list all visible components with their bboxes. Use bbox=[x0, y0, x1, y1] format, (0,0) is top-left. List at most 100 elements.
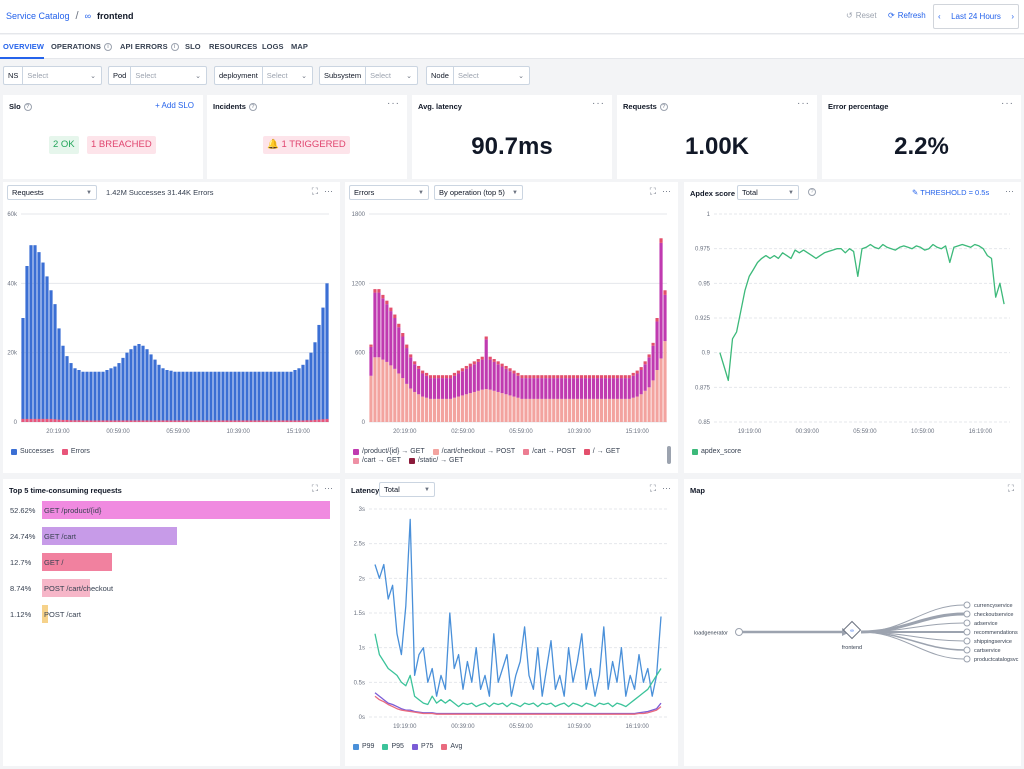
bar-segment[interactable] bbox=[405, 383, 409, 422]
bar-successes[interactable] bbox=[73, 368, 77, 422]
bar-successes[interactable] bbox=[97, 371, 101, 422]
chevron-down-icon[interactable]: ⌄ bbox=[518, 72, 524, 80]
bar-segment[interactable] bbox=[643, 361, 647, 365]
bar-segment[interactable] bbox=[607, 398, 611, 422]
bar-errors[interactable] bbox=[177, 420, 181, 422]
bar-segment[interactable] bbox=[409, 354, 413, 358]
bar-segment[interactable] bbox=[413, 361, 417, 365]
filter-subsystem[interactable]: Subsystem Select ⌄ bbox=[319, 66, 418, 85]
bar-successes[interactable] bbox=[289, 371, 293, 422]
bar-successes[interactable] bbox=[269, 371, 273, 422]
more-menu-icon[interactable]: ··· bbox=[662, 483, 671, 493]
bar-segment[interactable] bbox=[440, 375, 445, 379]
bar-segment[interactable] bbox=[452, 397, 457, 422]
bar-segment[interactable] bbox=[528, 398, 532, 422]
top5-bar[interactable]: GET /cart bbox=[42, 527, 178, 545]
bar-segment[interactable] bbox=[576, 378, 580, 399]
bar-segment[interactable] bbox=[456, 396, 460, 422]
chevron-down-icon[interactable]: ⌄ bbox=[301, 72, 307, 80]
bar-segment[interactable] bbox=[568, 378, 572, 399]
bar-segment[interactable] bbox=[385, 300, 389, 305]
bar-errors[interactable] bbox=[165, 420, 169, 422]
bar-errors[interactable] bbox=[277, 420, 281, 422]
top5-bar[interactable]: GET / bbox=[42, 553, 112, 571]
bar-segment[interactable] bbox=[512, 373, 516, 397]
bar-successes[interactable] bbox=[169, 370, 173, 422]
bar-segment[interactable] bbox=[460, 395, 464, 422]
bar-segment[interactable] bbox=[369, 375, 373, 422]
bar-segment[interactable] bbox=[591, 375, 596, 379]
bar-successes[interactable] bbox=[157, 364, 161, 422]
bar-successes[interactable] bbox=[293, 370, 297, 422]
bar-errors[interactable] bbox=[209, 420, 213, 422]
bar-segment[interactable] bbox=[560, 375, 564, 379]
bar-errors[interactable] bbox=[221, 420, 225, 422]
bar-segment[interactable] bbox=[556, 375, 560, 379]
bar-segment[interactable] bbox=[651, 380, 655, 422]
map-node-frontend[interactable] bbox=[842, 620, 862, 640]
next-range-icon[interactable]: › bbox=[1011, 12, 1014, 21]
bar-segment[interactable] bbox=[639, 367, 643, 370]
bar-segment[interactable] bbox=[452, 375, 457, 398]
filter-placeholder[interactable]: Select bbox=[27, 71, 49, 80]
time-range-label[interactable]: Last 24 Hours bbox=[951, 12, 1001, 21]
bar-successes[interactable] bbox=[37, 252, 41, 422]
bar-segment[interactable] bbox=[583, 375, 588, 379]
series-line-p99[interactable] bbox=[374, 518, 662, 697]
bar-segment[interactable] bbox=[591, 398, 596, 422]
bar-errors[interactable] bbox=[173, 420, 177, 422]
bar-successes[interactable] bbox=[109, 368, 113, 422]
bar-segment[interactable] bbox=[540, 375, 544, 379]
chevron-down-icon[interactable]: ⌄ bbox=[406, 72, 412, 80]
bar-segment[interactable] bbox=[436, 398, 441, 422]
bar-successes[interactable] bbox=[113, 366, 117, 422]
bar-errors[interactable] bbox=[197, 420, 201, 422]
bar-successes[interactable] bbox=[253, 371, 257, 422]
bar-segment[interactable] bbox=[627, 375, 631, 379]
bar-errors[interactable] bbox=[233, 420, 237, 422]
bar-segment[interactable] bbox=[508, 368, 512, 372]
bar-successes[interactable] bbox=[261, 371, 265, 422]
bar-segment[interactable] bbox=[564, 398, 568, 422]
bar-segment[interactable] bbox=[579, 375, 584, 379]
bar-segment[interactable] bbox=[524, 375, 528, 379]
bar-errors[interactable] bbox=[285, 420, 289, 422]
bar-segment[interactable] bbox=[520, 378, 524, 399]
bar-segment[interactable] bbox=[429, 375, 433, 379]
bar-errors[interactable] bbox=[137, 420, 141, 422]
bar-successes[interactable] bbox=[233, 371, 237, 422]
bar-successes[interactable] bbox=[197, 371, 201, 422]
bar-segment[interactable] bbox=[544, 375, 548, 379]
bar-successes[interactable] bbox=[137, 344, 141, 422]
expand-icon[interactable]: ⛶ bbox=[311, 186, 318, 196]
bar-segment[interactable] bbox=[639, 394, 643, 422]
bar-errors[interactable] bbox=[201, 420, 205, 422]
bar-errors[interactable] bbox=[213, 420, 217, 422]
bar-segment[interactable] bbox=[377, 357, 381, 422]
bar-errors[interactable] bbox=[61, 419, 65, 422]
bar-successes[interactable] bbox=[161, 368, 165, 422]
bar-segment[interactable] bbox=[532, 375, 536, 379]
map-node[interactable] bbox=[963, 637, 971, 645]
bar-segment[interactable] bbox=[524, 398, 528, 422]
top5-row[interactable]: 1.12% POST /cart bbox=[10, 605, 81, 623]
bar-errors[interactable] bbox=[269, 420, 273, 422]
bar-segment[interactable] bbox=[552, 398, 556, 422]
bar-segment[interactable] bbox=[381, 359, 385, 422]
apdex-select[interactable]: Total ▼ bbox=[737, 185, 799, 200]
bar-successes[interactable] bbox=[105, 370, 109, 422]
bar-segment[interactable] bbox=[568, 375, 572, 379]
bar-successes[interactable] bbox=[185, 371, 189, 422]
bar-segment[interactable] bbox=[429, 398, 433, 422]
bar-errors[interactable] bbox=[65, 419, 69, 422]
bar-segment[interactable] bbox=[619, 398, 623, 422]
breadcrumb-root-link[interactable]: Service Catalog bbox=[6, 11, 70, 21]
bar-segment[interactable] bbox=[532, 378, 536, 399]
bar-segment[interactable] bbox=[488, 389, 492, 422]
bar-successes[interactable] bbox=[173, 371, 177, 422]
bar-errors[interactable] bbox=[193, 420, 197, 422]
bar-segment[interactable] bbox=[500, 363, 504, 367]
bar-segment[interactable] bbox=[484, 336, 488, 340]
bar-errors[interactable] bbox=[169, 420, 173, 422]
more-menu-icon[interactable]: ··· bbox=[1005, 186, 1014, 196]
